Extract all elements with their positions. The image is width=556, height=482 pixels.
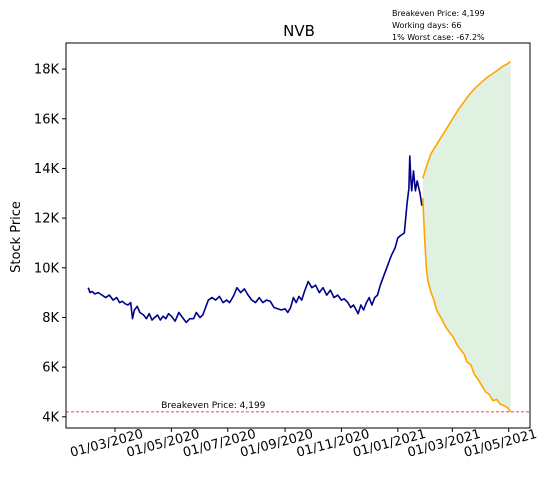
info-line-breakeven: Breakeven Price: 4,199 xyxy=(392,9,485,18)
y-tick-label: 6K xyxy=(42,361,59,376)
y-tick-label: 12K xyxy=(34,212,60,227)
y-tick-label: 14K xyxy=(34,162,60,177)
y-axis-title: Stock Price xyxy=(9,201,24,273)
x-axis: 01/03/202001/05/202001/07/202001/09/2020… xyxy=(69,427,539,461)
y-axis: 4K 6K 8K 10K 12K 14K 16K 18K xyxy=(34,63,66,425)
y-tick-label: 4K xyxy=(42,410,59,425)
projection-lower-line xyxy=(422,198,512,413)
y-tick-label: 16K xyxy=(34,112,60,127)
info-line-worst-case: 1% Worst case: -67.2% xyxy=(392,33,485,42)
chart-title: NVB xyxy=(283,22,315,40)
plot-frame xyxy=(65,42,531,429)
projection-upper-line xyxy=(422,60,512,179)
info-text-group: Breakeven Price: 4,199 Working days: 66 … xyxy=(392,9,485,42)
y-tick-label: 18K xyxy=(34,63,60,78)
plot-area: Breakeven Price: 4,199 xyxy=(66,60,530,413)
breakeven-label: Breakeven Price: 4,199 xyxy=(161,401,265,411)
info-line-working-days: Working days: 66 xyxy=(392,21,461,30)
y-tick-label: 10K xyxy=(34,261,60,276)
historical-price-line xyxy=(87,155,423,324)
y-tick-label: 8K xyxy=(42,311,59,326)
